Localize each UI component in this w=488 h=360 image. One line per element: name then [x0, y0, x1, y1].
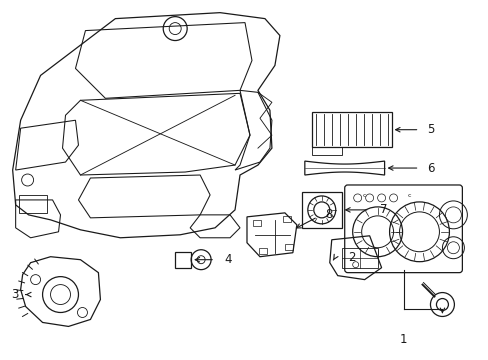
Text: c: c — [407, 193, 410, 198]
Bar — [311, 112, 391, 147]
Bar — [285, 244, 292, 250]
Text: 6: 6 — [427, 162, 434, 175]
Text: 8: 8 — [324, 208, 331, 221]
Bar — [19, 195, 46, 213]
Text: c: c — [362, 193, 366, 198]
Bar — [175, 252, 191, 268]
Text: 5: 5 — [427, 123, 434, 136]
Bar — [341, 248, 377, 268]
Bar — [259, 248, 266, 254]
Text: 2: 2 — [347, 251, 354, 264]
Bar — [252, 220, 261, 226]
Text: 1: 1 — [399, 333, 407, 346]
Text: 7: 7 — [379, 203, 386, 216]
Bar — [311, 147, 341, 155]
Text: 3: 3 — [11, 288, 19, 301]
Bar — [301, 192, 341, 228]
Bar — [283, 216, 290, 222]
Text: 4: 4 — [224, 253, 231, 266]
